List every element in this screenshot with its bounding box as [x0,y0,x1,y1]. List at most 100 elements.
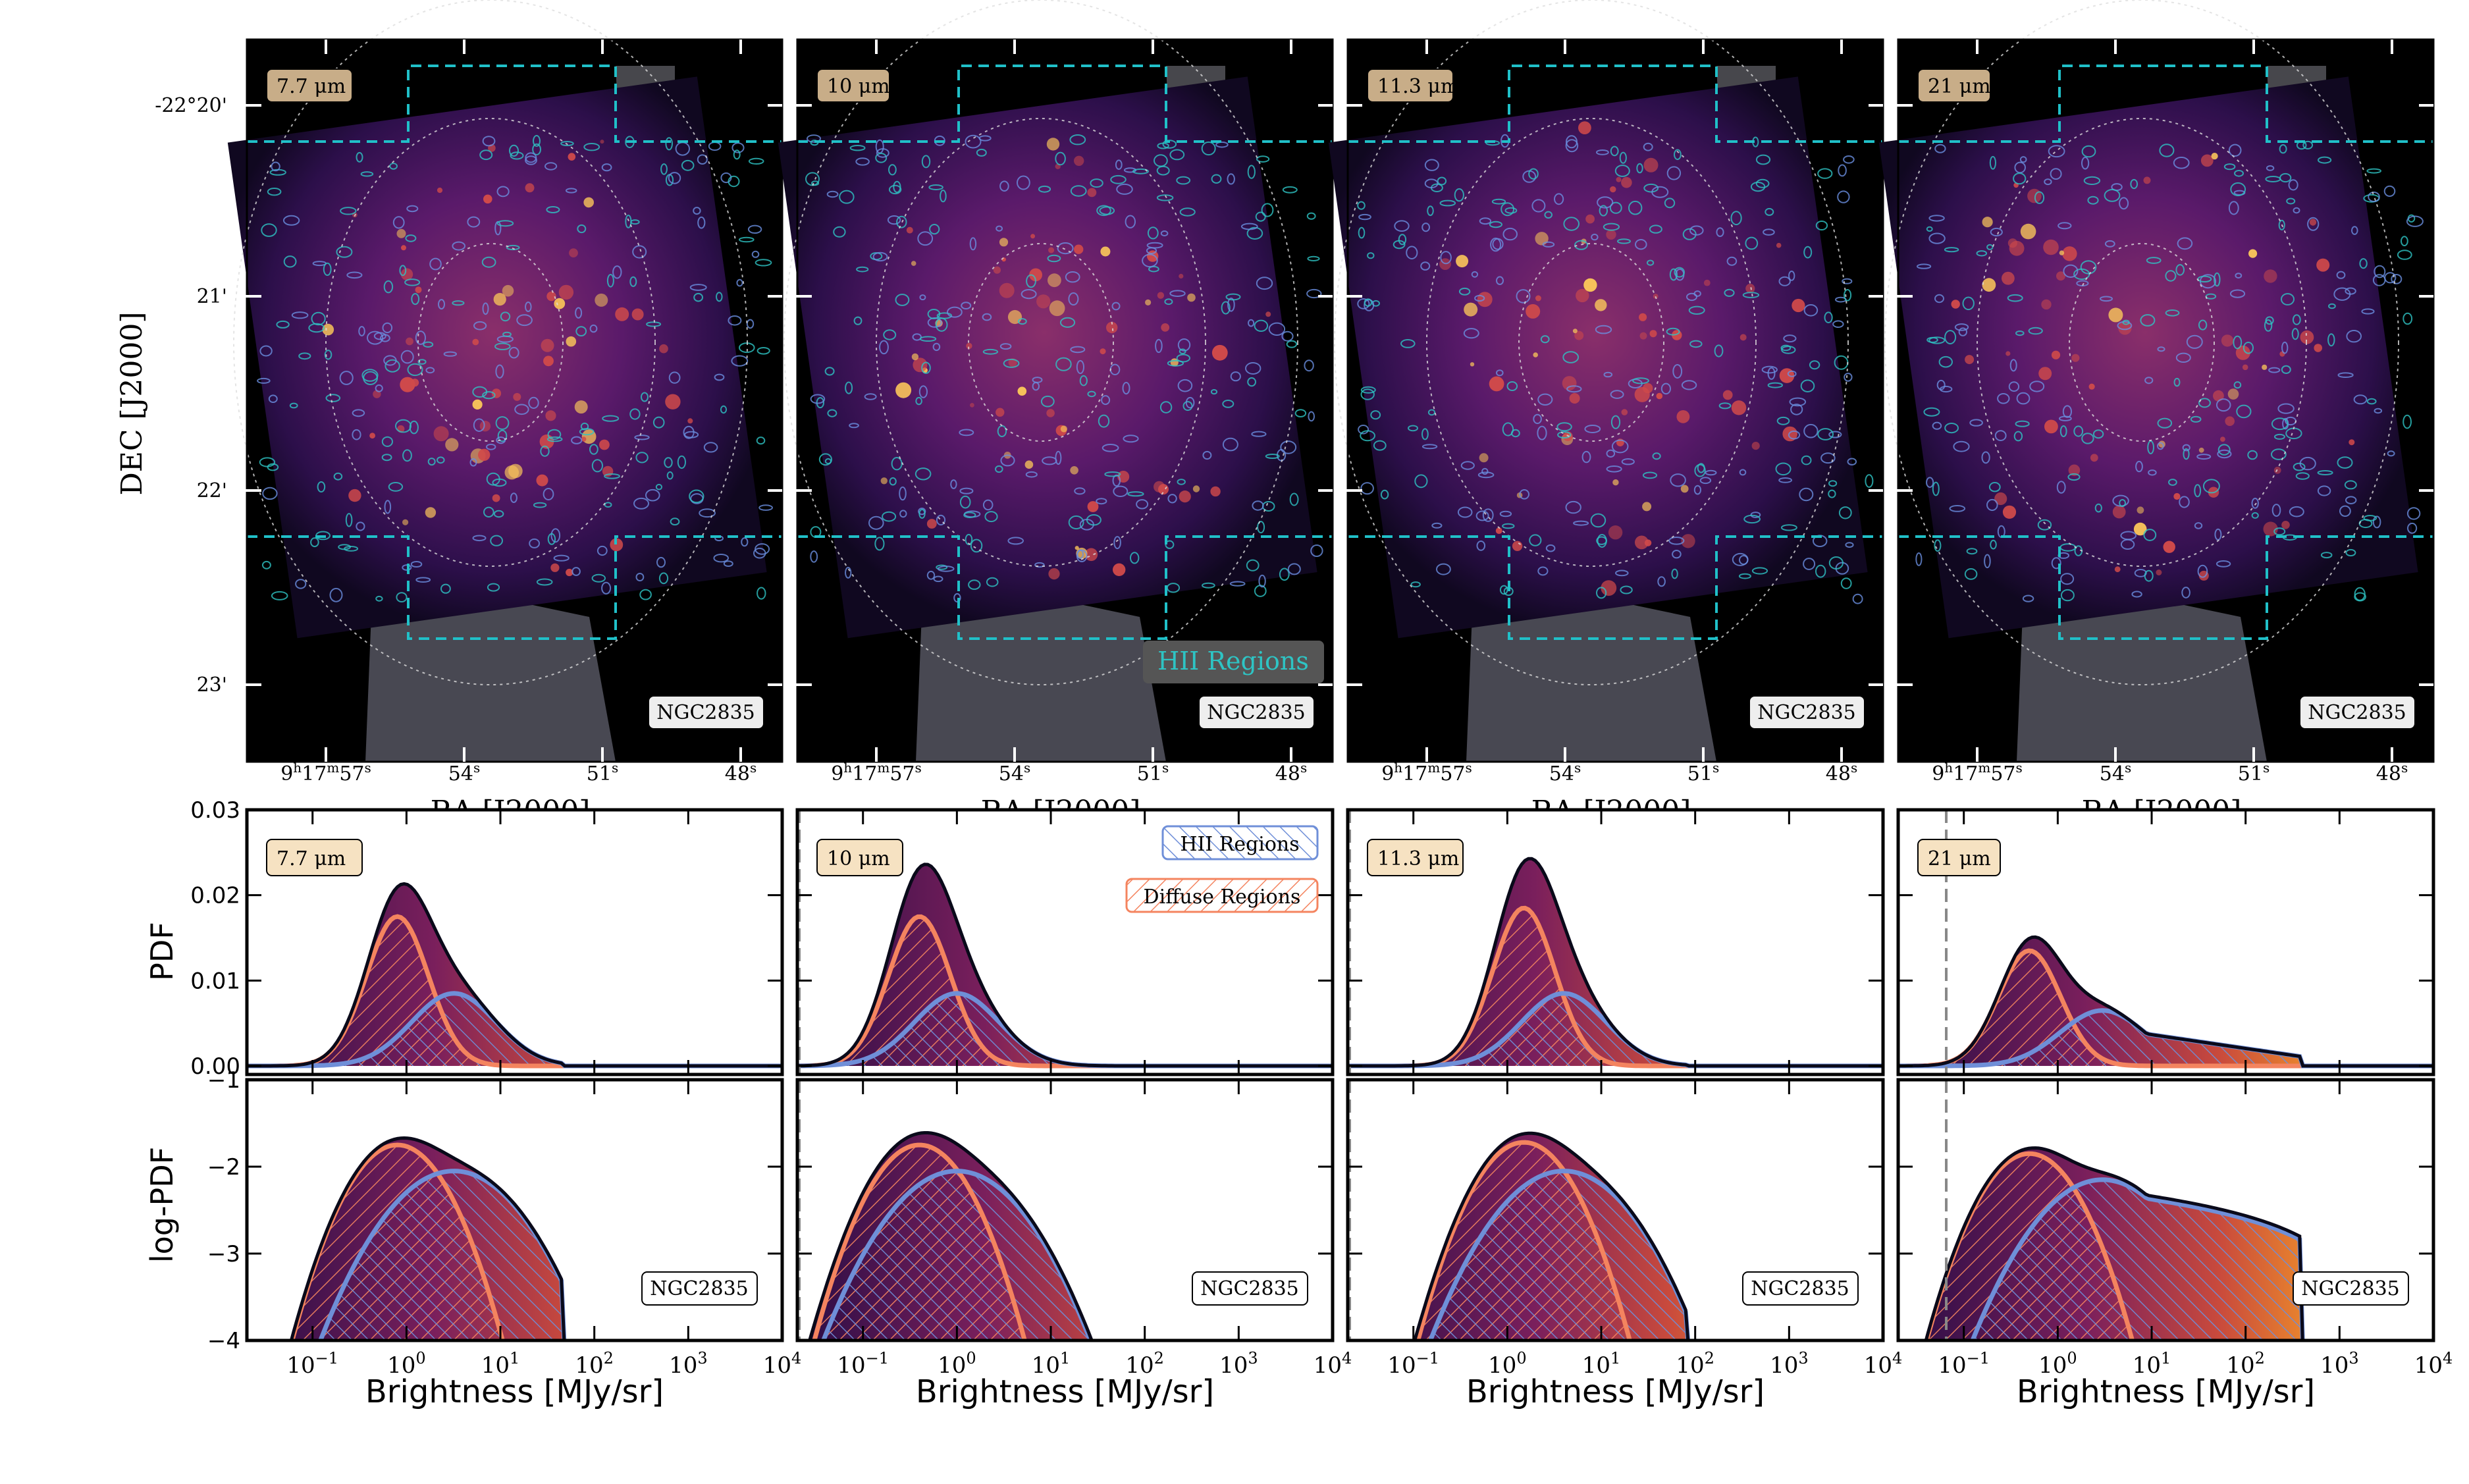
hii-contour [2271,504,2281,517]
hii-contour [1847,458,1857,465]
hii-contour [2015,420,2030,427]
hii-contour [1125,215,1136,228]
hii-contour [733,149,741,160]
tick-exp: 0 [2067,1349,2077,1367]
hii-contour [1537,425,1547,440]
galaxy-name-box [1198,695,1315,729]
hii-contour [2271,417,2289,431]
bright-knot [568,153,576,161]
ra-tick-part: s [1024,760,1030,776]
hii-contour [267,463,279,471]
hii-contour [402,564,412,571]
hii-contour [2318,156,2332,164]
hii-contour [2403,312,2413,325]
hii-contour [2130,178,2138,190]
hii-contour [1156,194,1174,201]
hii-contour [1614,165,1630,177]
hii-contour [1500,202,1515,217]
tick-base: 10 [1125,1352,1154,1379]
bright-knot [1722,390,1733,400]
hii-contour [1424,178,1439,189]
hii-contour [2397,250,2412,260]
hii-contour [375,384,383,392]
bright-knot [1643,157,1659,172]
hii-contour [1111,302,1121,311]
dec-tick-label: 21' [197,285,227,308]
hii-contour [2119,197,2129,210]
hii-contour [1294,409,1307,417]
bright-knot [2041,299,2052,310]
hii-contour [2233,335,2243,350]
hii-contour [486,472,500,486]
hii-contour [1801,455,1812,465]
bright-knot [1187,293,1196,302]
hii-contour [755,259,772,267]
hii-contour [1511,429,1520,438]
ra-tick-part: 57 [889,762,915,785]
hii-contour [575,307,583,319]
hii-contour [591,573,606,583]
hii-contour [1949,505,1966,512]
hii-contour [1674,149,1682,161]
hii-contour [1475,510,1489,521]
hii-contour [383,280,394,294]
bright-knot [2027,188,2042,203]
hii-logpdf-line [1970,1177,2305,1340]
hii-contour [641,392,649,402]
bright-knot [550,563,560,572]
bright-knot [2300,330,2314,344]
hii-contour [2100,296,2113,302]
hii-contour [853,316,863,325]
galaxy-name-box [1192,1271,1308,1306]
hii-contour [1211,174,1222,184]
hii-contour [961,302,972,310]
hii-contour [629,276,637,287]
hii-contour [2216,560,2231,568]
hii-contour [2050,168,2062,180]
hii-contour [323,262,332,276]
band-label: 10 μm [816,68,890,103]
hii-contour [2179,496,2190,508]
hii-contour [1537,566,1549,576]
bright-knot [659,344,668,354]
bright-knot [1512,541,1523,551]
hii-contour [1632,377,1649,384]
bright-knot [2051,350,2061,359]
hii-contour [473,321,487,331]
ra-tick-label: 51s [1137,760,1169,785]
hii-contour [1800,379,1815,393]
hii-contour [2067,473,2081,481]
hii-contour [502,331,512,337]
hii-contour [839,190,855,204]
radial-bin-ellipse [1977,118,2307,567]
hii-contour [1944,247,1959,253]
hii-contour [1090,178,1103,188]
bright-knot [574,400,588,414]
hii-contour [601,163,612,172]
hii-contour [356,151,363,163]
hii-contour [1745,236,1759,250]
hii-contour [807,134,821,143]
hii-contour [1674,267,1685,278]
hii-contour [664,457,673,468]
hii-contour [919,336,937,342]
hii-contour [849,423,859,429]
bright-knot [1601,580,1617,596]
ra-tick-part: s [915,760,922,776]
bright-knot [2068,464,2081,477]
galaxy-name-box [648,695,764,729]
hii-contour [1775,462,1792,476]
bright-knot [2020,223,2036,240]
bright-knot [999,238,1009,247]
hii-contour [2354,587,2366,601]
hii-contour [1258,574,1266,588]
hii-contour [1597,196,1614,209]
hii-contour [2168,479,2177,486]
hii-contour [741,537,749,547]
bright-knot [1464,302,1478,317]
hii-contour [1751,567,1768,575]
hii-contour [2345,548,2356,557]
hii-contour [1799,487,1814,502]
hii-contour [486,443,496,450]
hii-contour [317,481,326,492]
